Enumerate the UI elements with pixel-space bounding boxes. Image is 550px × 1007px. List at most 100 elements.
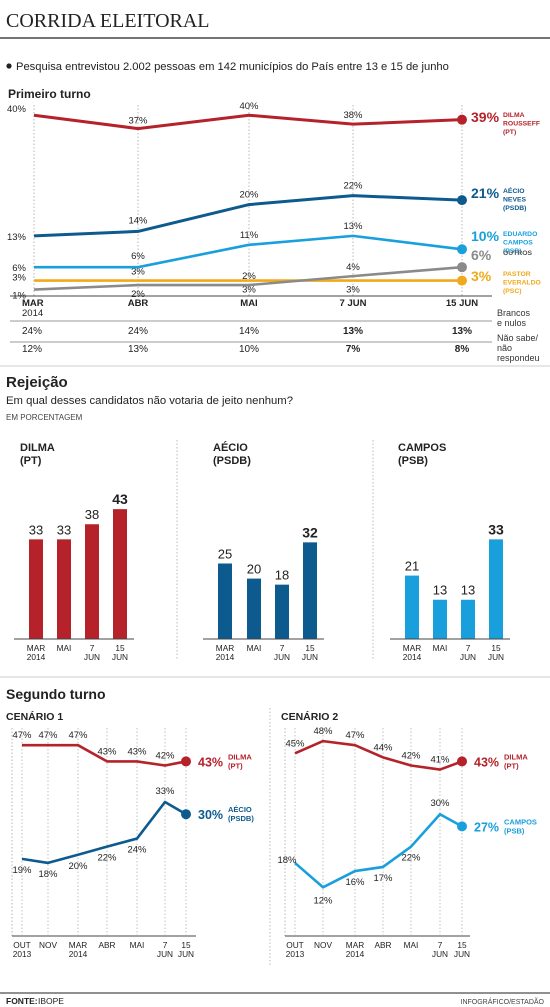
x-tick-label: ABR bbox=[374, 940, 391, 950]
x-tick-label: 2014 bbox=[69, 949, 88, 959]
rejection-candidate-name: CAMPOS bbox=[398, 442, 446, 454]
end-name-dilma: (PT) bbox=[504, 761, 519, 770]
table-row-label: não bbox=[497, 343, 512, 353]
end-value-dilma: 43% bbox=[474, 755, 499, 769]
line-campos bbox=[34, 234, 463, 269]
bar-aecio bbox=[275, 584, 289, 639]
bar-tick-label: JUN bbox=[274, 652, 290, 662]
x-tick-label: MAI bbox=[130, 940, 145, 950]
table-value: 14% bbox=[239, 326, 259, 337]
bar-tick-label: MAI bbox=[433, 643, 448, 653]
point-label-pastor: 3% bbox=[346, 285, 360, 296]
x-tick-label: 2013 bbox=[13, 949, 32, 959]
point-label-dilma: 47% bbox=[345, 730, 365, 741]
legend-name-dilma: (PT) bbox=[503, 129, 516, 136]
point-label-outros: 4% bbox=[346, 262, 360, 273]
legend-name-pastor: PASTOR bbox=[503, 271, 531, 278]
x-tick-label: JUN bbox=[454, 949, 470, 959]
point-label-campos: 11% bbox=[240, 230, 259, 241]
bar-dilma bbox=[85, 524, 99, 639]
end-dot-pastor bbox=[457, 275, 467, 286]
end-dot-campos bbox=[457, 821, 467, 832]
line-campos bbox=[294, 812, 463, 889]
point-label-campos: 13% bbox=[343, 221, 363, 232]
x-tick-label: OUT bbox=[13, 940, 31, 950]
bar-campos bbox=[433, 599, 447, 639]
line-dilma bbox=[33, 113, 463, 131]
point-label-dilma: 43% bbox=[127, 746, 147, 757]
point-label-outros: 2% bbox=[242, 271, 256, 282]
bar-value-label: 33 bbox=[488, 521, 504, 537]
legend-value-pastor: 3% bbox=[471, 268, 492, 284]
bar-tick-label: JUN bbox=[460, 652, 476, 662]
end-dot-aecio bbox=[457, 195, 467, 206]
point-label-dilma: 40% bbox=[7, 104, 27, 115]
end-name-dilma: (PT) bbox=[228, 761, 243, 770]
bar-value-label: 13 bbox=[433, 583, 447, 598]
bar-tick-label: 7 bbox=[280, 643, 285, 653]
bar-value-label: 38 bbox=[85, 507, 99, 522]
bar-value-label: 18 bbox=[275, 568, 289, 583]
x-tick-label: MAI bbox=[240, 298, 257, 309]
bar-tick-label: MAR bbox=[216, 643, 234, 653]
point-label-pastor: 3% bbox=[131, 267, 145, 278]
x-tick-label: 2014 bbox=[346, 949, 365, 959]
bar-campos bbox=[461, 599, 475, 639]
bar-campos bbox=[405, 575, 419, 639]
x-tick-label: MAR bbox=[22, 298, 44, 309]
point-label-dilma: 48% bbox=[313, 726, 333, 737]
credit: INFOGRÁFICO/ESTADÃO bbox=[461, 997, 545, 1006]
x-tick-label: 15 JUN bbox=[446, 298, 478, 309]
legend-name-aecio: NEVES bbox=[503, 197, 527, 204]
end-name-dilma: DILMA bbox=[504, 752, 528, 761]
bar-tick-label: MAI bbox=[247, 643, 262, 653]
table-value: 13% bbox=[452, 326, 472, 337]
point-label-aecio: 33% bbox=[155, 786, 175, 797]
table-value: 13% bbox=[128, 344, 148, 355]
bar-tick-label: 7 bbox=[466, 643, 471, 653]
end-dot-dilma bbox=[181, 756, 191, 767]
table-value: 13% bbox=[343, 326, 363, 337]
bar-tick-label: JUN bbox=[112, 652, 128, 662]
point-label-dilma: 42% bbox=[155, 750, 175, 761]
end-value-dilma: 43% bbox=[198, 755, 223, 769]
line-aecio bbox=[21, 800, 187, 865]
point-label-campos: 17% bbox=[373, 873, 393, 884]
bar-value-label: 32 bbox=[302, 524, 318, 540]
point-label-dilma: 37% bbox=[128, 116, 148, 127]
point-label-pastor: 3% bbox=[242, 285, 256, 296]
bar-value-label: 33 bbox=[29, 522, 43, 537]
legend-value-outros: 6% bbox=[471, 247, 492, 263]
point-label-aecio: 20% bbox=[239, 190, 259, 201]
point-label-dilma: 43% bbox=[97, 746, 117, 757]
point-label-dilma: 41% bbox=[430, 755, 450, 766]
point-label-campos: 16% bbox=[345, 877, 365, 888]
bar-tick-label: 15 bbox=[491, 643, 501, 653]
x-tick-label: 7 bbox=[438, 940, 443, 950]
rejection-question: Em qual desses candidatos não votaria de… bbox=[6, 395, 293, 407]
x-tick-sublabel: 2014 bbox=[22, 308, 43, 319]
page-title: CORRIDA ELEITORAL bbox=[6, 10, 210, 32]
table-row-label: Brancos bbox=[497, 308, 531, 318]
x-tick-label: JUN bbox=[178, 949, 194, 959]
legend-name-aecio: (PSDB) bbox=[503, 205, 526, 212]
table-value: 8% bbox=[455, 344, 470, 355]
end-dot-campos bbox=[457, 244, 467, 255]
point-label-dilma: 47% bbox=[38, 730, 58, 741]
bar-tick-label: MAR bbox=[27, 643, 45, 653]
bar-tick-label: MAI bbox=[57, 643, 72, 653]
point-label-aecio: 18% bbox=[38, 869, 58, 880]
survey-note: Pesquisa entrevistou 2.002 pessoas em 14… bbox=[16, 61, 449, 73]
end-name-dilma: DILMA bbox=[228, 752, 252, 761]
bar-aecio bbox=[218, 563, 232, 639]
bar-tick-label: 2014 bbox=[27, 652, 46, 662]
x-tick-label: 7 bbox=[163, 940, 168, 950]
x-tick-label: OUT bbox=[286, 940, 304, 950]
bar-tick-label: 7 bbox=[90, 643, 95, 653]
point-label-dilma: 44% bbox=[373, 742, 393, 753]
table-value: 7% bbox=[346, 344, 361, 355]
rejection-unit: EM PORCENTAGEM bbox=[6, 413, 83, 422]
legend-value-aecio: 21% bbox=[471, 185, 500, 201]
rejection-candidate-name: AÉCIO bbox=[213, 441, 248, 454]
